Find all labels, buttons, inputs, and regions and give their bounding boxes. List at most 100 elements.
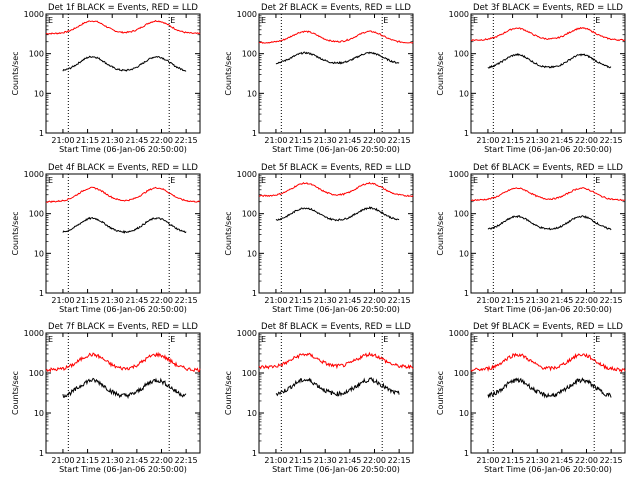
- x-tick-label: 21:15: [501, 456, 524, 465]
- x-tick-label: 21:15: [289, 456, 312, 465]
- y-tick-label: 100: [454, 50, 469, 59]
- x-axis-label: Start Time (06-Jan-06 20:50:00): [59, 145, 187, 154]
- x-tick-label: 21:00: [264, 296, 287, 305]
- events-series-line: [275, 51, 400, 65]
- x-axis-label: Start Time (06-Jan-06 20:50:00): [59, 465, 187, 474]
- x-tick-label: 22:00: [150, 296, 173, 305]
- event-marker: E: [473, 16, 478, 25]
- y-axis-label: Counts/sec: [224, 51, 233, 95]
- event-marker: E: [48, 16, 53, 25]
- x-tick-label: 22:15: [175, 456, 198, 465]
- x-tick-label: 21:00: [51, 136, 74, 145]
- lld-series-line: [45, 186, 201, 204]
- x-tick-label: 21:00: [476, 136, 499, 145]
- y-tick-label: 100: [29, 369, 44, 378]
- event-marker: E: [383, 16, 388, 25]
- x-axis-label: Start Time (06-Jan-06 20:50:00): [272, 145, 400, 154]
- panel-title: Det 8f BLACK = Events, RED = LLD: [261, 322, 411, 332]
- y-axis-label: Counts/sec: [11, 371, 20, 415]
- y-tick-label: 1000: [237, 10, 257, 19]
- event-marker: E: [383, 335, 388, 344]
- event-marker: E: [170, 16, 175, 25]
- x-tick-label: 22:15: [600, 136, 623, 145]
- y-tick-label: 10: [459, 249, 469, 258]
- event-marker: E: [48, 335, 53, 344]
- y-tick-label: 10: [247, 409, 257, 418]
- y-tick-label: 1: [252, 289, 257, 298]
- event-marker: E: [473, 176, 478, 185]
- y-tick-label: 1000: [449, 10, 469, 19]
- x-tick-label: 22:00: [363, 456, 386, 465]
- x-tick-label: 21:45: [550, 296, 573, 305]
- events-series-line: [62, 216, 187, 234]
- x-tick-label: 21:30: [314, 296, 337, 305]
- x-tick-label: 21:30: [526, 296, 549, 305]
- x-tick-label: 22:00: [363, 296, 386, 305]
- x-tick-label: 21:45: [550, 456, 573, 465]
- x-tick-label: 22:00: [575, 296, 598, 305]
- y-tick-label: 1: [39, 289, 44, 298]
- panel-title: Det 6f BLACK = Events, RED = LLD: [473, 163, 623, 173]
- x-tick-label: 22:15: [388, 296, 411, 305]
- x-tick-label: 22:15: [600, 296, 623, 305]
- y-tick-label: 1: [464, 129, 469, 138]
- x-tick-label: 21:15: [289, 296, 312, 305]
- x-tick-label: 21:00: [476, 296, 499, 305]
- x-tick-label: 21:30: [526, 136, 549, 145]
- x-axis-label: Start Time (06-Jan-06 20:50:00): [59, 305, 187, 314]
- plot-frame: [258, 332, 414, 454]
- events-series-line: [62, 377, 187, 400]
- event-marker: E: [48, 176, 53, 185]
- events-series-line: [62, 55, 187, 72]
- x-tick-label: 21:45: [125, 456, 148, 465]
- x-tick-label: 21:45: [338, 456, 361, 465]
- x-tick-label: 21:00: [264, 456, 287, 465]
- y-tick-label: 100: [454, 369, 469, 378]
- lld-series-line: [470, 352, 626, 373]
- x-tick-label: 21:45: [125, 136, 148, 145]
- x-axis-label: Start Time (06-Jan-06 20:50:00): [484, 305, 612, 314]
- y-tick-label: 10: [34, 89, 44, 98]
- y-tick-label: 1: [39, 449, 44, 458]
- x-tick-label: 21:00: [51, 456, 74, 465]
- y-axis-label: Counts/sec: [436, 51, 445, 95]
- plot-frame: [45, 173, 201, 294]
- plot-frame: [45, 13, 201, 134]
- panel-title: Det 4f BLACK = Events, RED = LLD: [48, 163, 198, 173]
- event-marker: E: [473, 335, 478, 344]
- plot-frame: [470, 13, 626, 134]
- lld-series-line: [470, 26, 626, 42]
- x-axis-label: Start Time (06-Jan-06 20:50:00): [484, 145, 612, 154]
- y-tick-label: 10: [247, 249, 257, 258]
- x-tick-label: 22:15: [388, 136, 411, 145]
- lld-series-line: [45, 351, 201, 373]
- plot-frame: [45, 332, 201, 454]
- event-marker: E: [261, 335, 266, 344]
- x-tick-label: 22:15: [175, 296, 198, 305]
- plot-frame: [258, 13, 414, 134]
- y-tick-label: 100: [242, 50, 257, 59]
- x-tick-label: 21:45: [125, 296, 148, 305]
- panel-title: Det 9f BLACK = Events, RED = LLD: [473, 322, 623, 332]
- y-tick-label: 1000: [24, 329, 44, 338]
- events-series-line: [487, 215, 612, 231]
- y-axis-label: Counts/sec: [11, 51, 20, 95]
- x-tick-label: 21:30: [101, 456, 124, 465]
- x-tick-label: 21:30: [314, 456, 337, 465]
- plot-frame: [258, 173, 414, 294]
- plot-frame: [470, 332, 626, 454]
- event-marker: E: [261, 176, 266, 185]
- y-tick-label: 1: [464, 289, 469, 298]
- x-tick-label: 21:15: [76, 296, 99, 305]
- lld-series-line: [258, 30, 414, 44]
- x-tick-label: 21:15: [76, 136, 99, 145]
- y-axis-label: Counts/sec: [11, 211, 20, 255]
- y-tick-label: 100: [29, 210, 44, 219]
- event-marker: E: [261, 16, 266, 25]
- y-tick-label: 1000: [237, 170, 257, 179]
- y-axis-label: Counts/sec: [436, 211, 445, 255]
- x-tick-label: 21:45: [338, 136, 361, 145]
- y-tick-label: 10: [247, 89, 257, 98]
- y-tick-label: 1000: [24, 170, 44, 179]
